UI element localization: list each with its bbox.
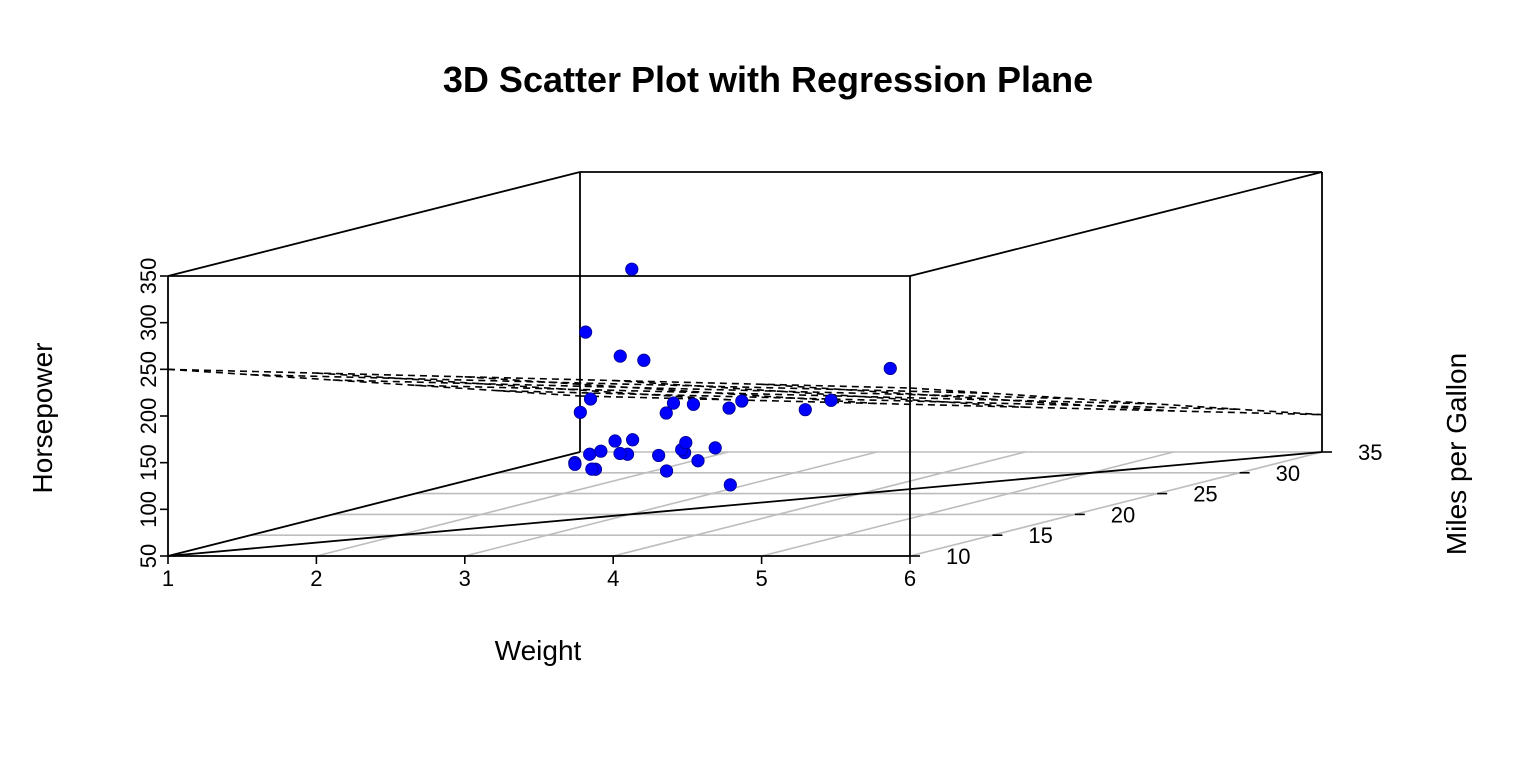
data-point [679, 435, 693, 450]
z-tick-label: 50 [136, 544, 161, 568]
data-point [659, 464, 674, 478]
data-points [568, 262, 897, 492]
data-point [637, 353, 651, 367]
data-point [608, 434, 622, 448]
z-axis-label: Horsepower [27, 343, 58, 494]
plane-grid-line [909, 387, 1323, 416]
y-tick-label: 35 [1358, 440, 1382, 465]
data-point [798, 403, 812, 417]
floor-grid-line [464, 451, 877, 557]
plane-grid-line [497, 389, 1240, 411]
data-point [568, 457, 582, 471]
data-point [585, 462, 599, 476]
data-point [626, 433, 640, 447]
floor-grid-line [761, 451, 1174, 557]
data-point [573, 405, 587, 419]
y-tick-label: 30 [1276, 461, 1300, 486]
y-tick-label: 20 [1111, 502, 1135, 527]
data-point [722, 401, 736, 415]
x-tick-label: 3 [459, 566, 471, 591]
x-tick-label: 6 [904, 566, 916, 591]
data-point [686, 397, 701, 411]
plane-grid-line [332, 379, 1075, 400]
plane-grid-line [167, 368, 911, 389]
y-tick-label: 10 [946, 544, 970, 569]
plane-grid-line [613, 379, 1026, 408]
data-point [579, 325, 593, 339]
data-point [723, 478, 737, 492]
x-axis-label: Weight [495, 635, 582, 666]
z-tick-label: 200 [136, 398, 161, 435]
box-edge [167, 451, 1323, 557]
y-tick-label: 25 [1193, 482, 1217, 507]
data-point [883, 361, 897, 376]
floor-grid-line [316, 451, 729, 557]
regression-plane [167, 368, 1323, 416]
data-point [613, 349, 627, 363]
z-tick-label: 250 [136, 351, 161, 388]
data-point [613, 446, 627, 461]
plane-grid-line [167, 368, 581, 397]
plane-grid-line [761, 383, 1174, 412]
data-point [625, 262, 639, 276]
x-tick-label: 4 [607, 566, 619, 591]
data-point [583, 392, 598, 406]
axis-ticks: 1 2 3 4 5 6 50 100 150 200 250 300 350 10 15 20 25 30 35 [136, 258, 1382, 591]
data-point [666, 396, 681, 410]
plane-grid-line [250, 373, 993, 395]
floor-grid-line [613, 451, 1026, 557]
floor-grid-line [909, 451, 1323, 557]
z-tick-label: 300 [136, 304, 161, 341]
chart-title: 3D Scatter Plot with Regression Plane [443, 59, 1093, 100]
plane-grid-line [415, 384, 1158, 405]
z-tick-label: 150 [136, 444, 161, 481]
data-point [583, 447, 597, 461]
data-point [735, 394, 749, 408]
box-edge [167, 451, 581, 557]
data-point [691, 454, 705, 468]
data-point [708, 441, 722, 455]
x-tick-label: 5 [755, 566, 767, 591]
data-point [594, 444, 608, 458]
x-tick-label: 1 [162, 566, 174, 591]
plane-grid-line [579, 395, 1323, 416]
box-edge [167, 171, 581, 277]
box-edge [909, 171, 1323, 277]
bounding-box [167, 171, 1323, 557]
plane-grid-line [316, 372, 729, 401]
z-tick-label: 350 [136, 258, 161, 295]
data-point [824, 393, 838, 407]
y-axis-label: Miles per Gallon [1441, 353, 1472, 555]
y-tick-label: 15 [1028, 523, 1052, 548]
z-tick-label: 100 [136, 491, 161, 528]
data-point [652, 448, 666, 463]
data-point [659, 406, 673, 420]
x-tick-label: 2 [310, 566, 322, 591]
plane-grid-line [464, 376, 877, 405]
